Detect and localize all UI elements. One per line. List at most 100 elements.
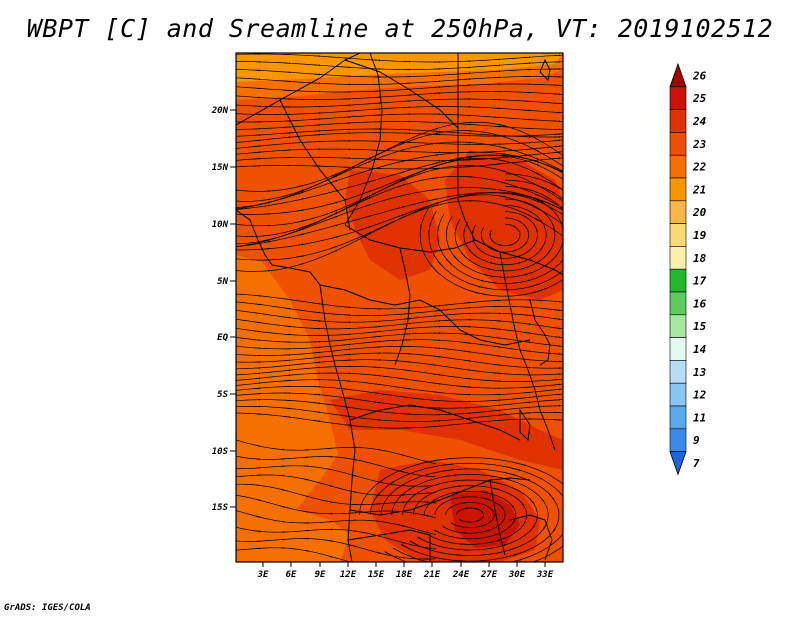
stream-arrow bbox=[499, 181, 506, 184]
stream-arrow bbox=[445, 258, 453, 266]
stream-arrow bbox=[553, 345, 561, 347]
stream-arrow bbox=[283, 80, 291, 83]
stream-arrow bbox=[553, 309, 561, 312]
stream-arrow bbox=[566, 158, 572, 162]
stream-arrow bbox=[522, 214, 527, 218]
stream-arrow bbox=[423, 460, 429, 463]
stream-arrow bbox=[399, 556, 405, 559]
stream-arrow bbox=[373, 374, 381, 377]
stream-arrow bbox=[364, 204, 372, 207]
stream-arrow bbox=[431, 127, 439, 131]
stream-arrow bbox=[538, 495, 545, 502]
stream-arrow bbox=[517, 220, 522, 223]
colorbar-segment bbox=[669, 86, 687, 110]
stream-arrow bbox=[493, 414, 501, 417]
stream-arrow bbox=[493, 157, 501, 159]
stream-arrow bbox=[476, 246, 480, 250]
stream-arrow bbox=[566, 168, 572, 172]
colorbar-label: 23 bbox=[692, 138, 707, 151]
stream-arrow bbox=[343, 397, 351, 400]
stream-arrow bbox=[313, 393, 321, 396]
stream-arrow bbox=[431, 176, 439, 179]
streamline bbox=[445, 192, 563, 278]
stream-arrow bbox=[483, 497, 489, 500]
stream-arrow bbox=[431, 188, 439, 191]
stream-arrow bbox=[313, 366, 321, 369]
lat-tick-label: 15N bbox=[212, 163, 229, 173]
stream-arrow bbox=[375, 448, 381, 451]
stream-arrow bbox=[523, 350, 531, 353]
stream-arrow bbox=[586, 216, 589, 224]
streamline bbox=[472, 211, 538, 259]
stream-arrow bbox=[297, 226, 305, 230]
stream-arrow bbox=[459, 496, 465, 499]
stream-arrow bbox=[433, 309, 441, 312]
stream-arrow bbox=[331, 249, 338, 254]
stream-arrow bbox=[375, 520, 381, 523]
stream-arrow bbox=[394, 484, 403, 491]
stream-arrow bbox=[255, 484, 261, 487]
stream-arrow bbox=[523, 406, 531, 409]
stream-arrow bbox=[566, 212, 572, 215]
stream-arrow bbox=[331, 173, 338, 177]
colorbar-label: 9 bbox=[693, 434, 700, 447]
colorbar-segment bbox=[669, 246, 687, 270]
stream-arrow bbox=[331, 190, 338, 193]
stream-arrow bbox=[253, 330, 261, 333]
stream-arrow bbox=[482, 515, 485, 519]
lat-tick-label: EQ bbox=[217, 333, 228, 343]
colorbar-label: 7 bbox=[693, 457, 700, 470]
colorbar-segment bbox=[669, 291, 687, 316]
stream-arrow bbox=[493, 409, 501, 412]
stream-arrow bbox=[532, 216, 540, 221]
stream-arrow bbox=[375, 480, 381, 483]
wbpt-band-24-center bbox=[345, 170, 440, 280]
stream-arrow bbox=[255, 498, 261, 501]
stream-arrow bbox=[499, 159, 506, 162]
stream-arrow bbox=[471, 230, 474, 235]
lat-tick-label: 20N bbox=[211, 106, 229, 116]
stream-arrow bbox=[283, 298, 291, 301]
lon-tick-label: 15E bbox=[368, 570, 385, 580]
country-borders bbox=[236, 53, 563, 562]
stream-arrow bbox=[253, 139, 261, 142]
stream-arrow bbox=[566, 193, 572, 197]
stream-arrow bbox=[523, 332, 531, 334]
stream-arrow bbox=[431, 132, 439, 135]
stream-arrow bbox=[297, 255, 305, 258]
stream-arrow bbox=[253, 377, 261, 380]
stream-arrow bbox=[283, 136, 291, 139]
stream-arrow bbox=[481, 524, 486, 527]
stream-arrow bbox=[430, 264, 439, 273]
stream-arrow bbox=[403, 94, 411, 96]
stream-arrow bbox=[553, 318, 561, 321]
stream-arrow bbox=[297, 191, 305, 195]
lat-tick-label: 5S bbox=[217, 390, 228, 400]
stream-arrow bbox=[313, 73, 321, 76]
stream-arrow bbox=[493, 404, 501, 407]
stream-arrow bbox=[263, 201, 271, 205]
stream-arrow bbox=[533, 288, 546, 294]
stream-arrow bbox=[529, 498, 534, 504]
colorbar-segment bbox=[669, 314, 687, 338]
stream-arrow bbox=[491, 239, 494, 242]
stream-arrow bbox=[431, 142, 439, 145]
colorbar: 26 25 24 23 22 21 20 19 18 17 16 15 14 13 12 11 9 7 bbox=[669, 62, 707, 476]
streamline bbox=[454, 198, 556, 272]
stream-arrow bbox=[519, 555, 532, 561]
stream-arrow bbox=[535, 198, 544, 204]
stream-arrow bbox=[463, 301, 471, 304]
stream-arrow bbox=[364, 215, 372, 218]
stream-arrow bbox=[458, 519, 462, 521]
lon-tick-label: 18E bbox=[396, 570, 413, 580]
stream-arrow bbox=[433, 304, 441, 307]
stream-arrow bbox=[453, 566, 467, 567]
stream-arrow bbox=[523, 391, 531, 394]
stream-arrow bbox=[313, 361, 321, 364]
stream-arrow bbox=[553, 336, 561, 339]
stream-arrow bbox=[499, 203, 506, 207]
stream-arrow bbox=[364, 169, 372, 172]
stream-arrow bbox=[297, 243, 305, 246]
stream-arrow bbox=[253, 312, 261, 315]
stream-arrow bbox=[343, 348, 351, 351]
